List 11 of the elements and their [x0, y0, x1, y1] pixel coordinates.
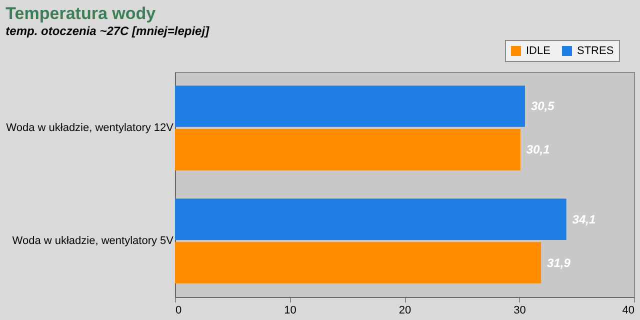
y-tick-label: Woda w układzie, wentylatory 5V: [12, 235, 174, 248]
x-tick-label: 0: [176, 304, 182, 316]
chart-subtitle: temp. otoczenia ~27C [mniej=lepiej]: [6, 24, 210, 38]
x-tick-label: 30: [514, 304, 526, 316]
x-tick-label: 20: [398, 304, 412, 316]
chart-title: Temperatura wody: [6, 4, 156, 23]
legend-label: STRES: [577, 45, 614, 57]
x-tick-label: 10: [284, 304, 296, 316]
x-tick-label: 40: [622, 304, 634, 316]
y-tick-label: Woda w układzie, wentylatory 12V: [6, 122, 174, 134]
legend-label: IDLE: [526, 45, 550, 57]
